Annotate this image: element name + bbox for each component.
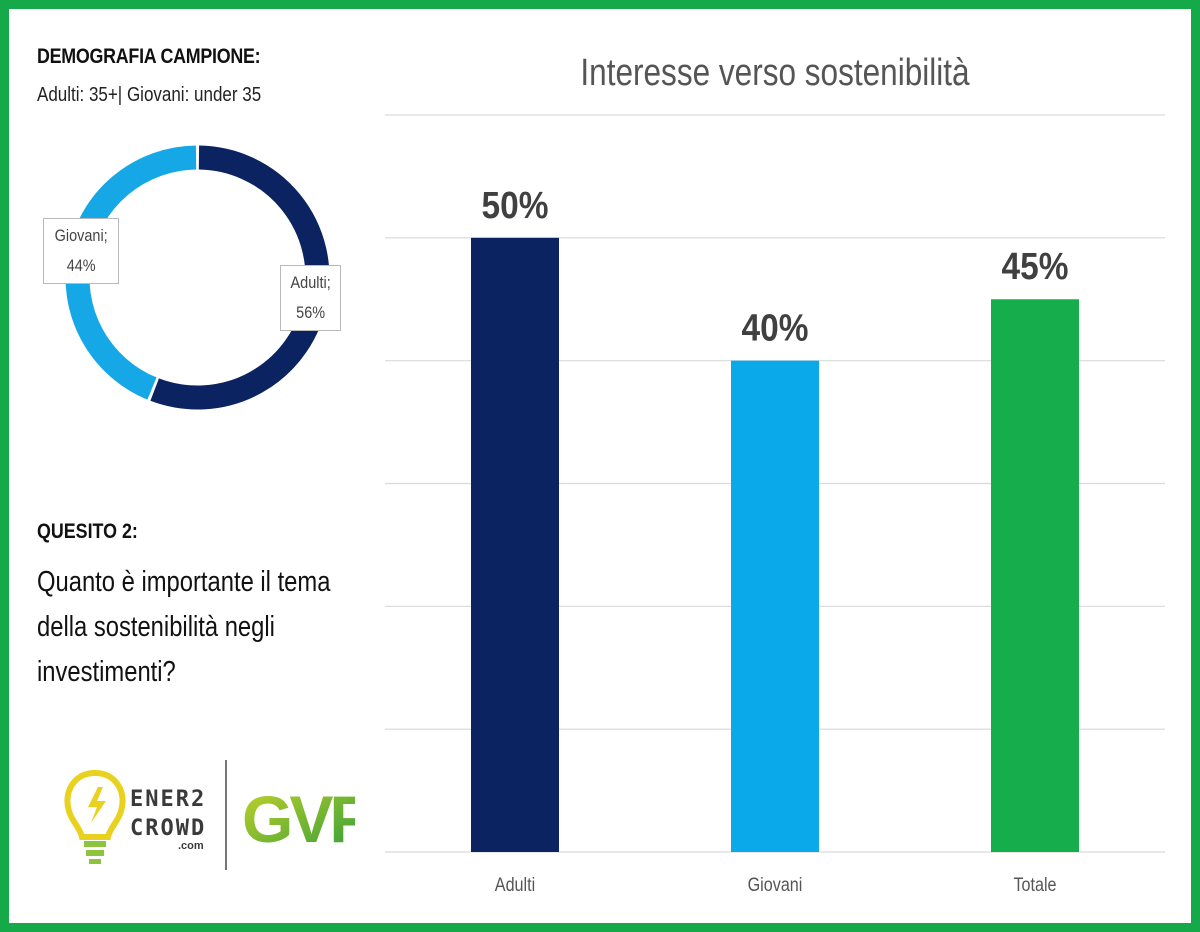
lightbulb-icon (64, 769, 126, 864)
donut-label-giovani: Giovani; 44% (43, 218, 120, 284)
ener2crowd-line2: CROWD (130, 816, 207, 841)
x-tick-label-totale: Totale (1013, 874, 1056, 896)
bar-chart: 50% Adulti 40% Giovani 45% Totale (385, 114, 1165, 896)
donut-label-adulti-name: Adulti; (290, 273, 331, 292)
data-label-giovani: 40% (742, 307, 809, 349)
ener2crowd-logo: ENER2 CROWD (130, 785, 206, 843)
donut-label-adulti-pct: 56% (296, 303, 326, 322)
question-title: QUESITO 2: (37, 520, 138, 543)
logos: ENER2 CROWD .com GVF (60, 755, 360, 875)
logo-divider (225, 760, 227, 870)
question-text: Quanto è importante il tema della sosten… (37, 566, 331, 688)
bar-giovani (731, 360, 819, 852)
sample-subtitle: Adulti: 35+| Giovani: under 35 (37, 84, 262, 106)
bar-totale (991, 299, 1079, 852)
sample-title: DEMOGRAFIA CAMPIONE: (37, 45, 261, 68)
data-label-totale: 45% (1002, 245, 1069, 287)
gvf-logo-text: GVF (242, 782, 355, 855)
x-tick-label-adulti: Adulti (495, 874, 535, 896)
donut-label-adulti: Adulti; 56% (280, 265, 342, 331)
x-tick-label-giovani: Giovani (748, 874, 803, 896)
donut-label-giovani-name: Giovani; (54, 226, 108, 245)
ener2crowd-line1: ENER2 (130, 787, 207, 812)
chart-title: Interesse verso sostenibilità (580, 52, 970, 94)
ener2crowd-suffix: .com (178, 840, 204, 852)
donut-label-giovani-pct: 44% (66, 256, 96, 275)
data-label-adulti: 50% (482, 184, 549, 226)
gvf-logo: GVF (242, 782, 355, 855)
donut-chart: Giovani; 44% Adulti; 56% (43, 140, 342, 415)
bar-adulti (471, 237, 559, 853)
